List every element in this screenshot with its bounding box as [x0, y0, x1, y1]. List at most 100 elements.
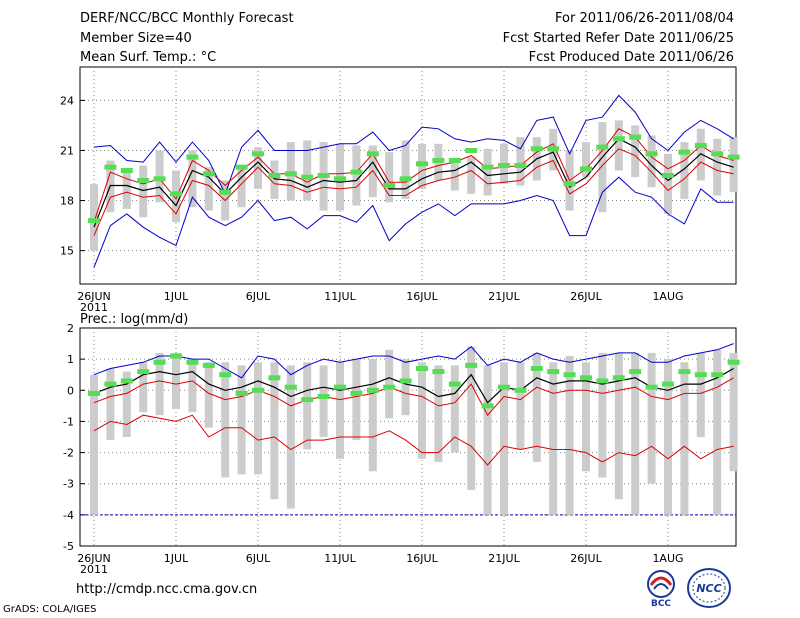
panel2-member-bar — [614, 352, 623, 500]
panel2-green-marker — [498, 384, 510, 390]
panel1-lower-line — [93, 148, 734, 236]
panel2-member-bar — [696, 352, 705, 437]
panel1-xtick-label: 26JUN — [77, 290, 111, 303]
panel2-green-marker — [235, 390, 248, 396]
panel2-green-marker — [694, 372, 707, 378]
panel2-member-bar — [401, 359, 410, 416]
panel2-member-bar — [385, 349, 394, 419]
panel2-member-bar — [172, 352, 180, 409]
panel2-green-marker — [334, 384, 346, 390]
panel2-ytick-label: -1 — [63, 415, 74, 428]
panel2-green-marker — [383, 384, 396, 390]
panel1-member-bar — [270, 160, 279, 199]
panel1-green-marker — [416, 161, 428, 167]
panel2-member-bar — [106, 368, 115, 441]
panel2-green-marker — [645, 384, 658, 390]
panel1-green-marker — [645, 151, 658, 157]
panel1-member-bar — [696, 128, 705, 181]
panel1-member-bar — [286, 142, 295, 201]
panel1-member-bar — [385, 152, 394, 203]
panel1-xtick-label: 11JUL — [324, 290, 356, 303]
panel2-green-marker — [170, 353, 182, 359]
panel1-green-marker — [694, 142, 707, 148]
panel1-member-bar — [139, 165, 148, 218]
panel1-green-marker — [219, 189, 232, 195]
panel2-member-bar — [598, 352, 607, 478]
panel1-green-marker — [580, 166, 592, 172]
panel2-member-bar — [237, 365, 246, 475]
panel1-green-marker — [104, 164, 117, 170]
panel2-member-bar — [713, 349, 722, 515]
chart-title: DERF/NCC/BCC Monthly Forecast — [80, 11, 294, 26]
panel2-member-bar — [122, 371, 131, 437]
panel2-green-marker — [186, 359, 199, 365]
panel2-member-bar — [221, 362, 230, 478]
panel1-xtick-label: 6JUL — [246, 290, 271, 303]
panel2-member-bar — [434, 365, 443, 462]
panel1-ytick-label: 18 — [60, 195, 74, 208]
panel2-xtick-label: 11JUL — [324, 552, 356, 565]
panel2-green-marker — [432, 369, 445, 375]
panel2-green-marker — [104, 381, 117, 387]
panel2-green-marker — [612, 375, 625, 381]
panel1-member-bar — [418, 143, 426, 189]
panel1-member-bar — [90, 183, 98, 251]
panel2-member-bar — [352, 359, 361, 441]
panel1-green-marker — [629, 134, 642, 140]
panel1-green-marker — [350, 169, 363, 175]
panel2-ytick-label: 1 — [67, 353, 74, 366]
panel1-ytick-label: 21 — [60, 144, 74, 157]
bcc-logo-icon: BCC — [647, 570, 675, 609]
panel2-member-bar — [286, 365, 295, 509]
panel1-member-bar — [647, 135, 656, 188]
panel1-green-marker — [301, 174, 314, 180]
panel1-member-bar — [680, 142, 689, 199]
panel1-xtick-label: 21JUL — [488, 290, 520, 303]
panel1-green-marker — [170, 191, 182, 197]
source-url[interactable]: http://cmdp.ncc.cma.gov.cn — [76, 582, 258, 597]
panel2-variable-label: Prec.: log(mm/d) — [80, 312, 188, 327]
panel2-green-marker — [366, 387, 379, 393]
member-size-label: Member Size=40 — [80, 31, 192, 46]
panel2-member-bar — [155, 352, 164, 416]
panel2-green-marker — [580, 375, 592, 381]
panel2-green-marker — [481, 403, 494, 409]
forecast-range-label: For 2011/06/26-2011/08/04 — [555, 11, 734, 26]
panel2-green-marker — [465, 362, 478, 368]
panel1-member-bar — [352, 145, 361, 206]
panel1-green-marker — [465, 147, 478, 153]
panel2-member-bar — [303, 362, 312, 450]
panel1-member-bar — [467, 157, 476, 194]
panel2-member-bar — [254, 362, 262, 475]
panel1-green-marker — [268, 173, 281, 178]
panel1-xtick-label: 1JUL — [164, 290, 189, 303]
panel2-green-marker — [514, 387, 527, 393]
panel2-xtick-label: 26JUN — [77, 552, 111, 565]
panel1-green-marker — [186, 154, 199, 160]
panel1-member-bar — [713, 138, 722, 196]
panel2-max-line — [93, 343, 734, 379]
panel1-green-marker — [514, 162, 527, 168]
panel2-green-marker — [448, 381, 461, 387]
panel2-xtick-label: 26JUL — [570, 552, 602, 565]
panel1-green-marker — [727, 154, 740, 160]
panel1-member-bar — [450, 158, 459, 191]
panel2-member-bar — [368, 359, 377, 472]
panel2-member-bar — [680, 362, 689, 515]
panel1-upper-line — [93, 128, 734, 223]
panel1-member-bar — [729, 137, 738, 193]
panel2-green-marker — [399, 378, 412, 384]
grads-credit: GrADS: COLA/IGES — [3, 604, 97, 615]
panel2-green-marker — [563, 372, 576, 378]
panel2-green-marker — [596, 378, 609, 384]
panel1-green-marker — [678, 149, 691, 155]
panel1-ytick-label: 15 — [60, 245, 74, 258]
panel2-member-bar — [270, 362, 279, 500]
panel2-upper-line — [93, 377, 734, 417]
panel1-max-line — [93, 94, 734, 196]
panel2-member-bar — [516, 362, 525, 450]
panel2-member-bar — [647, 352, 656, 484]
panel2-xtick-label: 6JUL — [246, 552, 271, 565]
panel1-green-marker — [432, 157, 445, 163]
panel2-member-bar — [565, 356, 574, 515]
